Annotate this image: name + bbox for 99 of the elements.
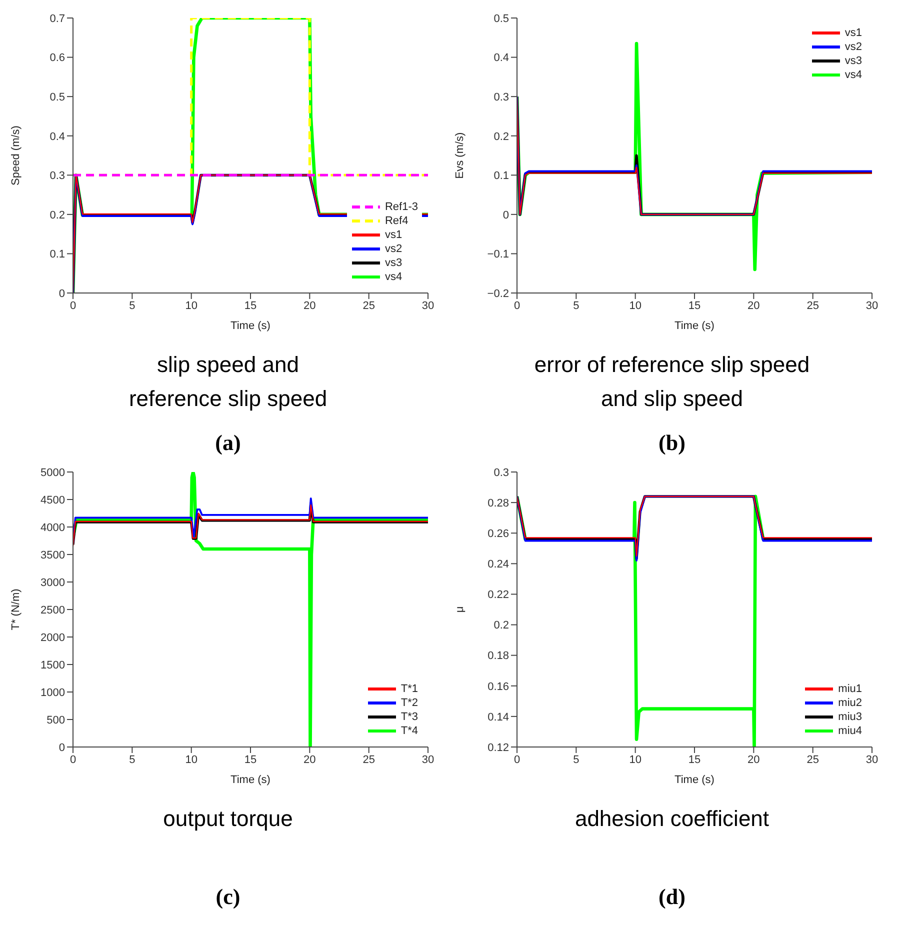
y-tick-label: 0.28 (488, 497, 509, 510)
legend-label: vs2 (844, 40, 862, 54)
text: error of reference slip speed and slip speed (534, 351, 810, 413)
x-tick-label: 15 (244, 754, 257, 766)
y-tick-label: 4000 (40, 522, 65, 534)
text: (a) (215, 430, 241, 456)
y-tick-label: 0 (502, 209, 509, 222)
y-tick-label: 0.12 (488, 742, 509, 754)
y-tick-label: 4500 (40, 494, 65, 506)
y-tick-label: 0.2 (494, 620, 509, 632)
text: (d) (658, 884, 686, 910)
legend-label: miu2 (838, 696, 862, 710)
y-tick-label: 0.2 (50, 209, 65, 222)
y-axis-title: μ (454, 606, 466, 613)
x-tick-label: 10 (629, 300, 642, 312)
x-tick-label: 25 (806, 300, 819, 312)
y-tick-label: 0.16 (488, 680, 509, 693)
x-tick-label: 0 (70, 754, 76, 766)
x-tick-label: 20 (304, 754, 316, 766)
legend-label: T*4 (400, 724, 418, 738)
y-tick-label: 2500 (40, 604, 65, 616)
x-tick-label: 30 (422, 754, 434, 766)
legend-label: T*2 (400, 696, 418, 710)
y-tick-label: 0 (58, 742, 65, 754)
x-tick-label: 25 (806, 754, 819, 766)
x-tick-label: 10 (629, 754, 642, 766)
y-tick-label: 0.1 (50, 248, 65, 261)
y-tick-label: −0.2 (487, 288, 509, 300)
y-axis-title: T* (N/m) (10, 588, 22, 630)
text: (b) (658, 430, 686, 456)
x-tick-label: 15 (688, 754, 701, 766)
text: (c) (216, 884, 240, 910)
legend-label: Ref4 (384, 214, 408, 228)
x-tick-label: 5 (573, 754, 580, 766)
x-tick-label: 10 (185, 754, 198, 766)
y-tick-label: 0 (58, 288, 65, 300)
x-tick-label: 0 (70, 300, 76, 312)
y-tick-label: 3000 (40, 576, 65, 589)
y-tick-label: 0.22 (488, 589, 509, 602)
legend-label: vs2 (384, 242, 402, 256)
legend-label: miu1 (838, 682, 862, 696)
x-tick-label: 5 (573, 300, 580, 312)
legend-label: vs1 (384, 228, 402, 242)
x-tick-label: 30 (866, 300, 878, 312)
x-tick-label: 5 (129, 754, 136, 766)
y-tick-label: 0.5 (494, 12, 509, 25)
x-tick-label: 0 (514, 300, 520, 312)
x-tick-label: 20 (748, 300, 760, 312)
x-tick-label: 25 (362, 754, 375, 766)
y-tick-label: 3500 (40, 549, 65, 562)
legend-label: vs4 (844, 68, 862, 82)
y-tick-label: 0.18 (488, 650, 509, 662)
legend-label: T*1 (400, 682, 418, 696)
y-tick-label: 1500 (40, 659, 65, 672)
legend-label: Ref1-3 (384, 200, 418, 214)
y-tick-label: 2000 (40, 632, 65, 644)
text: slip speed and reference slip speed (128, 351, 328, 413)
x-tick-label: 25 (362, 300, 375, 312)
y-tick-label: 0.24 (488, 558, 509, 571)
y-tick-label: −0.1 (487, 248, 509, 261)
y-tick-label: 0.1 (494, 170, 509, 182)
y-tick-label: 500 (46, 714, 65, 726)
y-tick-label: 0.14 (488, 711, 509, 724)
y-tick-label: 0.26 (488, 528, 509, 540)
x-tick-label: 5 (129, 300, 136, 312)
legend-label: vs3 (384, 256, 402, 270)
y-tick-label: 0.3 (494, 466, 509, 479)
y-tick-label: 0.4 (494, 52, 509, 64)
y-tick-label: 0.4 (50, 130, 65, 143)
legend-label: miu3 (838, 710, 862, 724)
text: adhesion coefficient (574, 805, 770, 833)
legend-label: vs4 (384, 270, 402, 284)
legend-label: miu4 (838, 724, 862, 738)
y-tick-label: 0.7 (50, 12, 65, 25)
y-axis-title: Speed (m/s) (10, 126, 22, 186)
x-axis-title: Time (s) (674, 320, 714, 332)
x-tick-label: 30 (866, 754, 878, 766)
y-tick-label: 0.6 (50, 52, 65, 64)
legend-label: T*3 (400, 710, 418, 724)
x-axis-title: Time (s) (674, 774, 714, 786)
x-axis-title: Time (s) (230, 320, 270, 332)
x-tick-label: 30 (422, 300, 434, 312)
x-tick-label: 20 (304, 300, 316, 312)
y-tick-label: 0.3 (50, 170, 65, 182)
x-tick-label: 0 (514, 754, 520, 766)
y-tick-label: 5000 (40, 466, 65, 479)
x-tick-label: 15 (244, 300, 257, 312)
y-tick-label: 0.3 (494, 91, 509, 104)
y-axis-title: Evs (m/s) (454, 132, 466, 179)
legend-label: vs3 (844, 54, 862, 68)
y-tick-label: 1000 (40, 686, 65, 699)
x-tick-label: 10 (185, 300, 198, 312)
x-axis-title: Time (s) (230, 774, 270, 786)
legend-label: vs1 (844, 26, 862, 40)
y-tick-label: 0.2 (494, 130, 509, 143)
y-tick-label: 0.5 (50, 91, 65, 104)
x-tick-label: 15 (688, 300, 701, 312)
text: output torque (163, 805, 293, 833)
x-tick-label: 20 (748, 754, 760, 766)
